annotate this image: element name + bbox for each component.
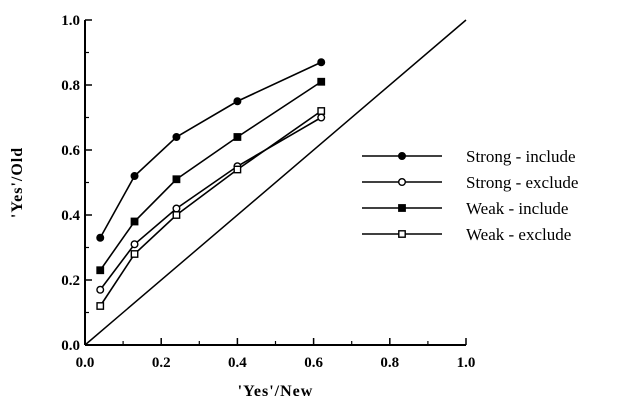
x-tick-label: 0.2 [152,355,171,371]
x-tick-label: 0.4 [228,355,247,371]
y-tick-label: 1.0 [61,13,80,29]
x-tick-label: 0.6 [304,355,323,371]
y-tick-label: 0.4 [61,208,80,224]
data-point [317,77,326,86]
data-point [317,113,326,122]
data-point [96,285,105,294]
y-tick-label: 0.8 [61,78,80,94]
y-tick-label: 0.0 [61,338,80,354]
data-point [172,132,181,141]
legend-label: Strong - exclude [466,173,578,192]
series-line [99,61,322,239]
data-point [233,165,242,174]
legend-item-2: Strong - exclude [362,173,578,192]
series-line [99,116,322,291]
data-point [233,97,242,106]
data-point [96,266,105,275]
x-axis-label: 'Yes'/New [238,383,314,400]
diagonal-line [84,19,467,346]
y-tick-label: 0.6 [61,143,80,159]
y-axis-label: 'Yes'/Old [9,147,26,218]
legend-item-3: Weak - include [362,199,568,218]
legend-marker [398,177,407,186]
data-point [130,240,139,249]
data-point [233,133,242,141]
data-point [172,175,181,184]
legend-marker [398,230,406,238]
legend-marker [398,204,406,212]
legend-label: Strong - include [466,147,576,166]
legend: Strong - include Strong - exclude Weak - i… [362,147,578,244]
series-1 [96,58,326,242]
legend-marker [398,151,407,160]
series-4 [96,107,326,310]
legend-item-4: Weak - exclude [362,225,571,244]
data-point [96,302,105,310]
data-point [317,58,326,67]
series-2 [96,113,326,294]
data-point [130,171,139,180]
series-group [96,58,326,310]
data-point [96,233,105,242]
x-tick-label: 0.8 [380,355,399,371]
data-point [172,211,181,219]
tick-labels: 0.0 0.2 0.4 0.6 0.8 1.0 0.0 0.2 0.4 0.6 0.8 1.0 [61,13,475,371]
data-point [130,250,139,258]
x-tick-label: 0.0 [76,355,95,371]
data-point [130,217,139,226]
y-tick-label: 0.2 [61,273,80,289]
series-3 [96,77,326,275]
series-line [99,110,322,307]
x-tick-label: 1.0 [457,355,476,371]
data-point [317,107,326,115]
diagonal-reference [84,19,467,346]
legend-item-1: Strong - include [362,147,576,166]
legend-label: Weak - include [466,199,568,218]
data-point [172,204,181,213]
legend-label: Weak - exclude [466,225,571,244]
